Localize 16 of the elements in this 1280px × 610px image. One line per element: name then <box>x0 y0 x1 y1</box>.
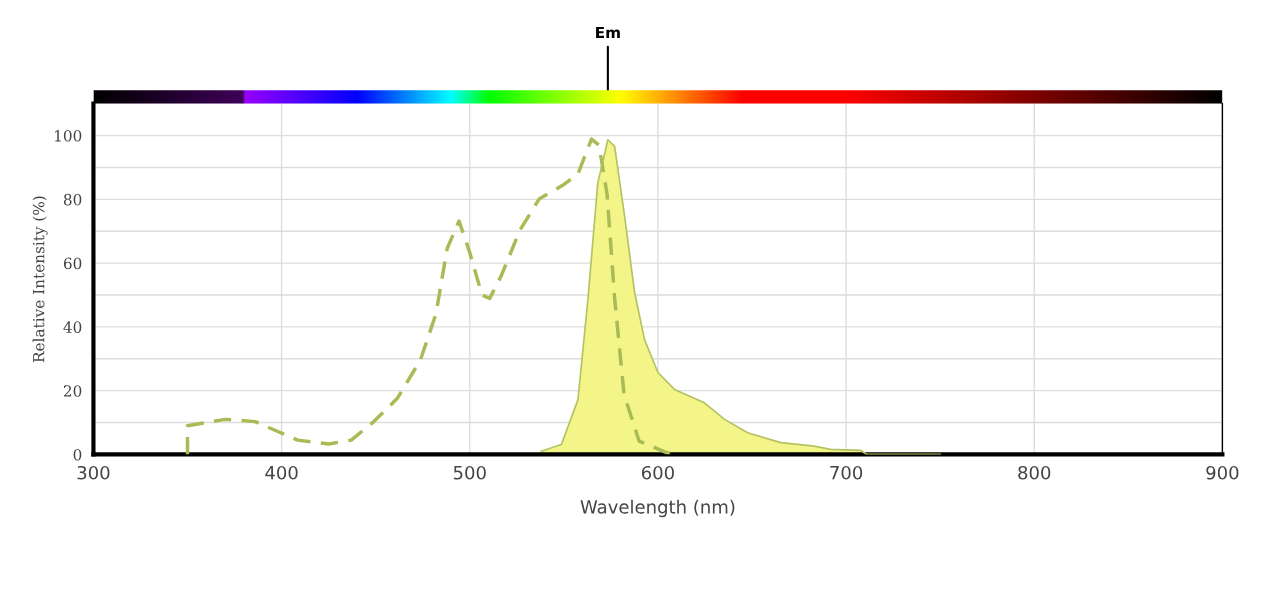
x-tick-label: 400 <box>265 465 298 480</box>
y-tick-label: 20 <box>63 385 82 397</box>
y-tick-label: 100 <box>55 130 82 142</box>
x-axis-title: Wavelength (nm) <box>580 499 735 518</box>
y-tick-label: 40 <box>63 321 82 333</box>
text: Em <box>596 26 620 39</box>
x-tick-label: 300 <box>77 465 110 480</box>
x-tick-label: 700 <box>830 465 863 480</box>
x-tick-label: 900 <box>1206 465 1239 480</box>
y-tick-label: 80 <box>63 193 82 206</box>
y-tick-label: 0 <box>73 448 82 461</box>
y-axis-title: Relative Intensity (%) <box>32 196 48 363</box>
y-tick-label: 60 <box>63 257 82 270</box>
x-tick-label: 600 <box>641 465 674 480</box>
x-tick-label: 800 <box>1018 465 1051 480</box>
x-tick-label: 500 <box>453 465 486 480</box>
